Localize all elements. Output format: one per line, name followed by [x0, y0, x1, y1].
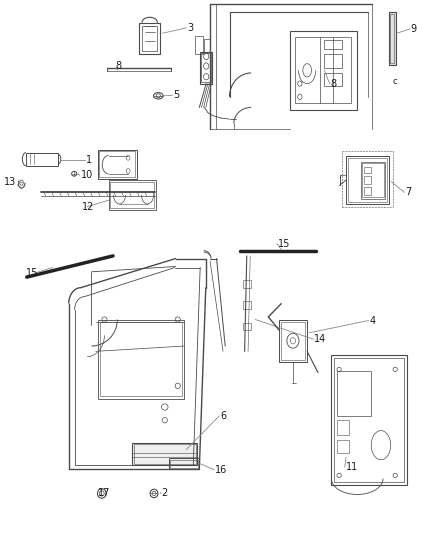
Bar	[336, 440, 350, 453]
Bar	[169, 458, 199, 469]
Bar	[364, 188, 371, 196]
Bar	[325, 73, 342, 86]
Text: 8: 8	[331, 78, 336, 88]
Bar	[201, 53, 211, 82]
Bar	[204, 38, 210, 52]
Bar	[390, 13, 394, 63]
Bar	[99, 151, 135, 177]
Bar	[142, 26, 157, 51]
Bar	[334, 358, 404, 482]
Bar	[26, 152, 58, 166]
Bar	[290, 30, 357, 110]
Bar	[98, 319, 184, 399]
Text: 1: 1	[86, 156, 92, 165]
Bar	[325, 54, 342, 68]
Text: 16: 16	[215, 465, 227, 474]
Bar	[336, 371, 371, 416]
Text: 10: 10	[81, 171, 93, 180]
Text: c: c	[392, 77, 397, 86]
Bar	[389, 12, 396, 65]
Bar	[134, 444, 196, 464]
Text: 14: 14	[314, 334, 326, 344]
Text: 15: 15	[278, 239, 290, 249]
Text: 12: 12	[82, 201, 94, 212]
Bar	[109, 180, 156, 211]
Bar	[364, 167, 371, 173]
Bar	[139, 22, 160, 54]
Bar	[361, 161, 385, 199]
Bar	[98, 150, 137, 179]
Bar	[362, 163, 384, 197]
Bar	[325, 39, 342, 49]
Text: 5: 5	[173, 90, 180, 100]
Text: 11: 11	[346, 462, 358, 472]
Bar	[244, 280, 251, 288]
Bar	[244, 302, 251, 309]
Bar	[244, 322, 251, 330]
Text: 17: 17	[98, 488, 110, 498]
Text: 9: 9	[411, 24, 417, 34]
Text: 13: 13	[4, 176, 16, 187]
Bar	[281, 321, 305, 360]
Bar	[364, 176, 371, 184]
Text: 7: 7	[405, 187, 411, 197]
Bar	[110, 182, 155, 208]
Bar	[195, 36, 203, 54]
Bar	[331, 355, 407, 485]
Bar	[100, 322, 182, 397]
Bar	[346, 156, 389, 204]
Bar	[200, 52, 212, 84]
Bar	[170, 459, 198, 468]
Bar	[336, 419, 350, 434]
Bar	[132, 443, 197, 465]
Text: 3: 3	[187, 23, 193, 33]
Text: 8: 8	[115, 61, 121, 71]
Text: 6: 6	[220, 411, 226, 421]
Bar	[295, 37, 351, 103]
Bar	[348, 158, 388, 202]
Text: 15: 15	[26, 269, 38, 278]
Text: 2: 2	[161, 488, 168, 498]
Text: 4: 4	[369, 316, 375, 326]
Bar	[279, 319, 307, 362]
